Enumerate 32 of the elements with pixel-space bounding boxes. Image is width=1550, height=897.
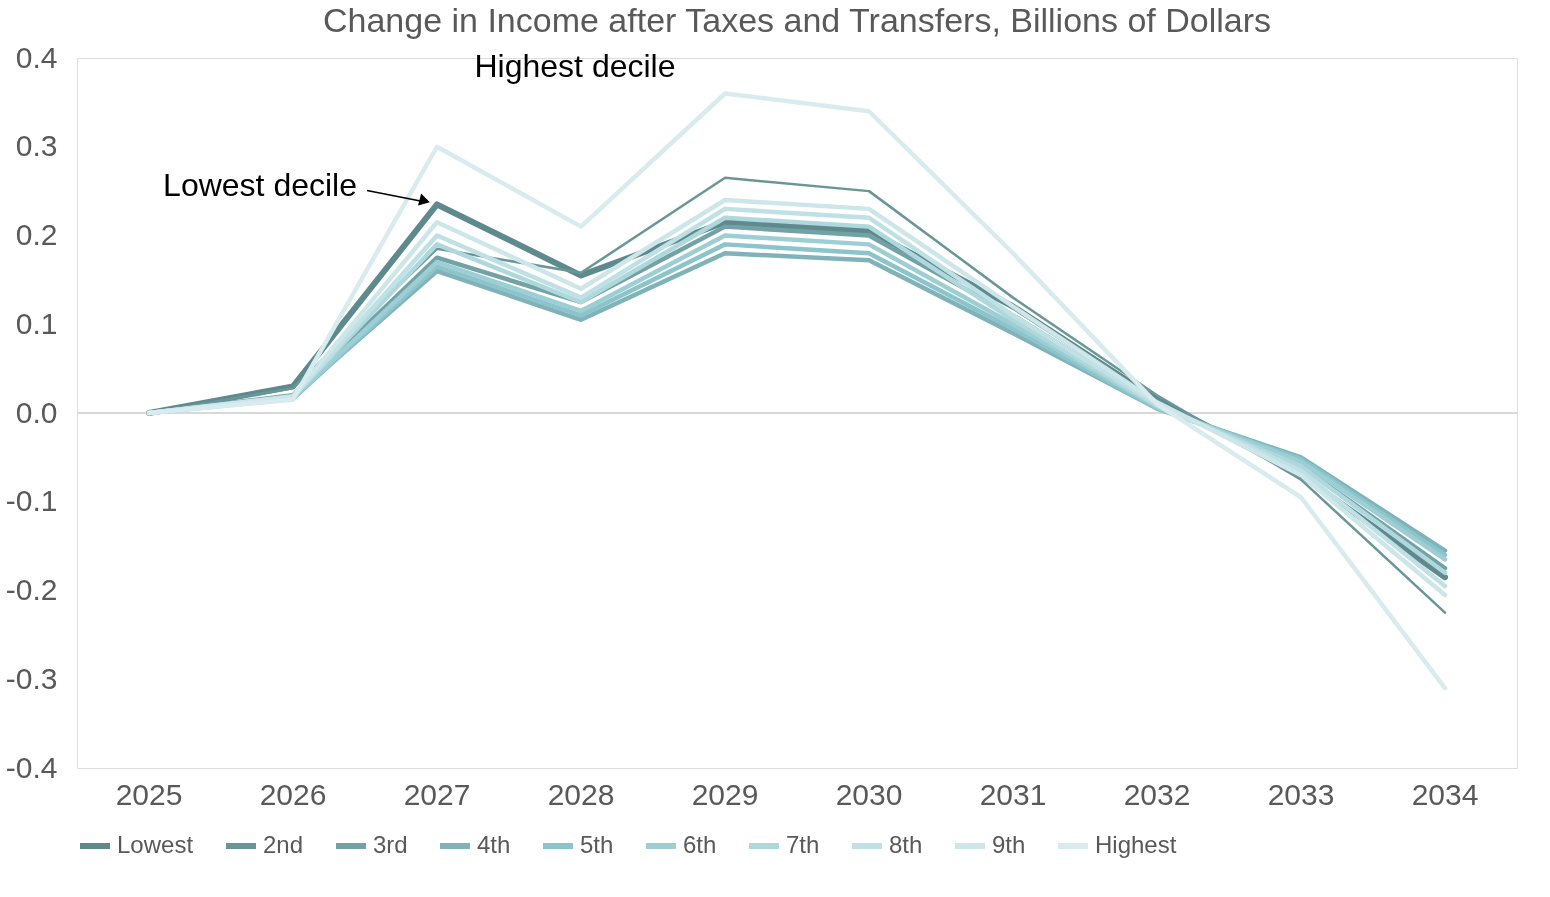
legend-label: 8th: [889, 831, 923, 858]
y-tick-label: -0.3: [5, 661, 58, 695]
legend-label: 4th: [477, 831, 511, 858]
annotation: Lowest decile: [163, 167, 357, 204]
legend-label: 3rd: [373, 831, 408, 858]
legend-label: 7th: [786, 831, 820, 858]
y-tick-label: -0.1: [5, 484, 58, 518]
x-tick-label: 2032: [1123, 777, 1191, 811]
legend-label: Highest: [1095, 831, 1177, 858]
x-tick-label: 2028: [547, 777, 615, 811]
x-tick-label: 2029: [691, 777, 759, 811]
y-tick-label: 0.3: [15, 129, 58, 163]
x-tick-label: 2025: [115, 777, 183, 811]
x-tick-label: 2033: [1267, 777, 1335, 811]
chart-title: Change in Income after Taxes and Transfers, Billions of Dollars: [322, 1, 1272, 39]
y-tick-label: -0.4: [5, 750, 58, 784]
annotation: Highest decile: [474, 47, 676, 84]
x-tick-label: 2031: [979, 777, 1047, 811]
legend-label: 2nd: [263, 831, 304, 858]
legend-label: Lowest: [117, 831, 194, 858]
legend-label: 6th: [683, 831, 717, 858]
legend-label: 5th: [580, 831, 614, 858]
x-tick-label: 2034: [1411, 777, 1479, 811]
y-tick-label: 0.2: [15, 218, 58, 251]
y-tick-label: -0.2: [5, 573, 58, 606]
x-tick-label: 2026: [259, 777, 327, 811]
y-tick-label: 0.1: [15, 306, 58, 340]
x-tick-label: 2027: [403, 777, 471, 811]
legend-label: 9th: [992, 831, 1026, 858]
y-tick-label: 0.4: [15, 40, 58, 74]
x-tick-label: 2030: [835, 777, 903, 811]
y-tick-label: 0.0: [15, 395, 58, 429]
